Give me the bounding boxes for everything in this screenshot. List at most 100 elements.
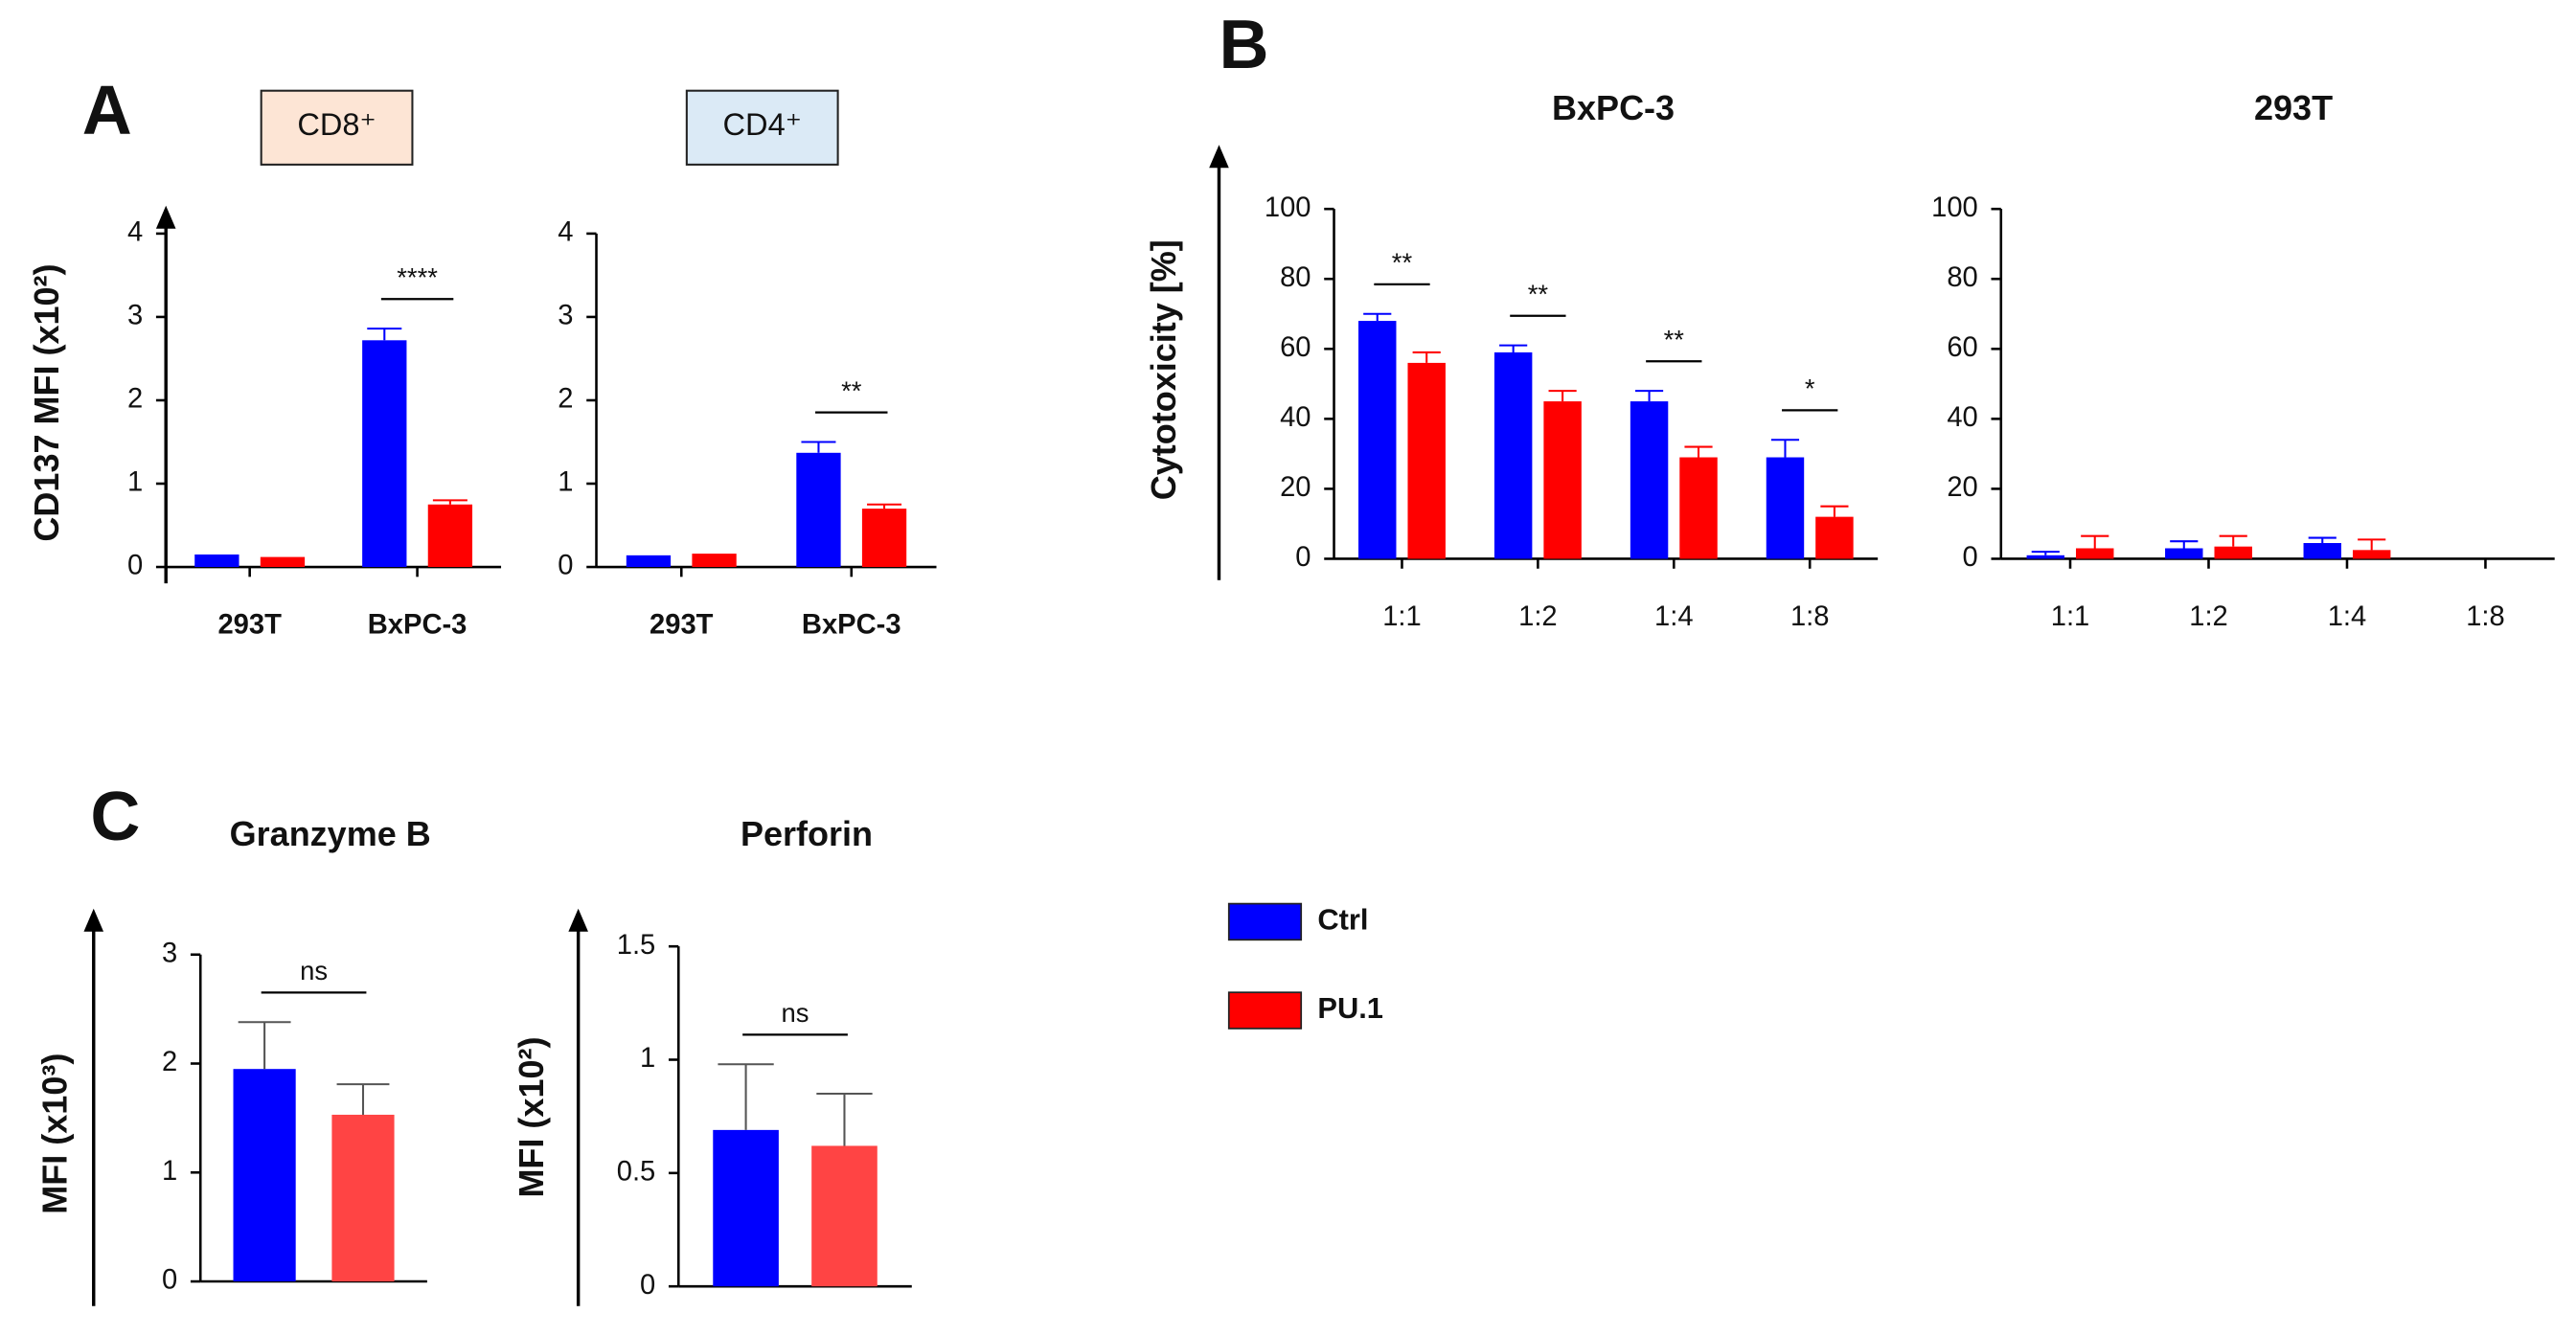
y-tick-label: 2 (162, 1047, 177, 1077)
y-tick-label: 3 (162, 938, 177, 968)
error-bar (238, 1021, 291, 1070)
error-bar (1770, 439, 1800, 458)
y-tick-label: 60 (1280, 332, 1311, 363)
legend-swatch (1227, 902, 1303, 941)
y-tick-label: 1 (162, 1156, 177, 1187)
x-tick-label: 1:2 (2189, 601, 2228, 632)
x-tick-label: 293T (217, 609, 282, 640)
y-tick-label: 80 (1947, 262, 1977, 293)
x-tick-label: 1:8 (2466, 601, 2505, 632)
error-bar (816, 1092, 873, 1146)
x-tick-label: BxPC-3 (368, 609, 467, 640)
significance-label: ns (782, 998, 809, 1028)
error-bar (367, 328, 402, 341)
bar (2165, 548, 2203, 559)
bar (1679, 457, 1718, 559)
bar (713, 1129, 779, 1287)
y-tick-label: 3 (127, 301, 143, 331)
error-bar (1684, 445, 1713, 458)
y-tick-label: 4 (558, 217, 573, 248)
significance-label: ** (1664, 325, 1685, 354)
y-tick-label: 100 (1931, 192, 1978, 223)
bar (331, 1114, 395, 1282)
y-tick-label: 0 (640, 1270, 655, 1301)
y-tick-label: 1.5 (617, 930, 656, 961)
y-tick-label: 100 (1265, 192, 1311, 223)
significance-label: ** (1528, 279, 1549, 308)
error-bar (1363, 312, 1392, 322)
bar (692, 554, 737, 568)
error-bar (2031, 551, 2060, 555)
x-tick-label: 1:4 (1654, 601, 1694, 632)
y-tick-label: 0.5 (617, 1157, 656, 1188)
y-tick-label: 0 (162, 1265, 177, 1296)
panel-letter: C (90, 779, 140, 855)
bar (811, 1145, 878, 1287)
bar (2026, 555, 2065, 559)
error-bar (336, 1083, 390, 1115)
bar (2352, 550, 2391, 559)
y-axis-label: CD137 MFI (x10²) (27, 264, 66, 542)
bar (1543, 401, 1582, 559)
y-tick-label: 0 (1963, 542, 1978, 573)
bar (626, 555, 672, 568)
legend-label: Ctrl (1317, 903, 1368, 937)
y-tick-label: 20 (1280, 472, 1311, 503)
chart-title: BxPC-3 (1552, 88, 1675, 127)
chart-title: Perforin (741, 814, 873, 853)
y-tick-label: 0 (558, 551, 573, 581)
error-bar (1820, 505, 1849, 517)
significance-label: * (1805, 374, 1815, 403)
y-axis-label: MFI (x10³) (35, 1053, 75, 1214)
y-tick-label: 0 (1295, 542, 1311, 573)
bar (1766, 457, 1805, 559)
error-bar (2308, 536, 2337, 544)
x-tick-label: 1:1 (1382, 601, 1422, 632)
bar (362, 340, 407, 568)
bar (1493, 351, 1533, 559)
legend-swatch (1227, 991, 1303, 1030)
chart-title: CD4⁺ (723, 107, 802, 142)
error-bar (801, 441, 836, 453)
y-tick-label: 2 (558, 384, 573, 415)
x-tick-label: BxPC-3 (802, 609, 901, 640)
error-bar (1548, 390, 1577, 402)
panel-letter: A (82, 72, 132, 148)
y-tick-label: 80 (1280, 262, 1311, 293)
significance-label: **** (397, 262, 438, 292)
y-tick-label: 0 (127, 551, 143, 581)
error-bar (867, 503, 902, 509)
bar (796, 452, 841, 568)
x-tick-label: 1:4 (2328, 601, 2367, 632)
bar (260, 556, 306, 568)
error-bar (432, 499, 467, 505)
legend-label: PU.1 (1317, 991, 1383, 1025)
x-tick-label: 1:8 (1790, 601, 1830, 632)
arrow-head (83, 908, 104, 932)
y-tick-label: 4 (127, 217, 143, 248)
error-bar (2081, 534, 2109, 549)
bar (2076, 548, 2114, 559)
chart-title: 293T (2254, 88, 2333, 127)
error-bar (2219, 534, 2247, 547)
arrow-head (568, 908, 588, 932)
bar (1358, 321, 1397, 559)
x-tick-label: 293T (650, 609, 714, 640)
y-tick-label: 1 (640, 1043, 655, 1074)
error-bar (1412, 351, 1441, 363)
y-axis-label: Cytotoxicity [%] (1144, 239, 1183, 500)
bar (233, 1069, 296, 1282)
significance-label: ** (1392, 248, 1413, 278)
bar (194, 554, 239, 568)
bar (1630, 401, 1669, 559)
bar (861, 509, 907, 568)
y-tick-label: 20 (1947, 472, 1977, 503)
significance-label: ns (300, 956, 328, 985)
error-bar (2358, 538, 2386, 551)
error-bar (1634, 390, 1664, 402)
y-tick-label: 60 (1947, 332, 1977, 363)
significance-label: ** (841, 375, 862, 405)
bar (1407, 362, 1446, 559)
panel-letter: B (1219, 7, 1268, 83)
